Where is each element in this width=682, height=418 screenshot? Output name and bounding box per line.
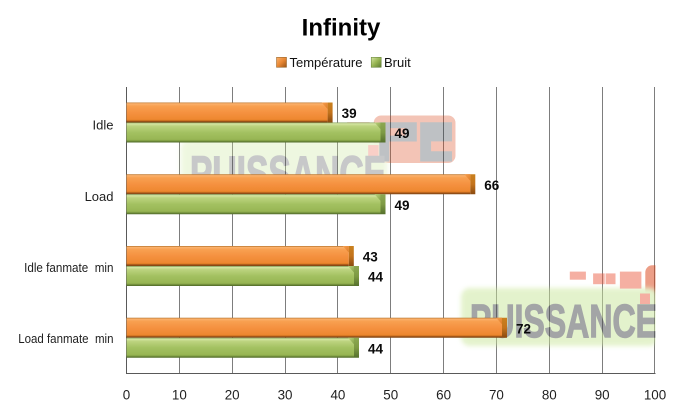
svg-text:Load: Load [85, 189, 114, 204]
svg-text:Idle fanmate min: Idle fanmate min [24, 260, 113, 275]
svg-text:49: 49 [395, 126, 410, 141]
svg-text:Température: Température [290, 55, 363, 70]
svg-text:49: 49 [395, 198, 410, 213]
svg-text:50: 50 [383, 388, 398, 403]
svg-text:40: 40 [330, 388, 345, 403]
svg-text:80: 80 [542, 388, 557, 403]
svg-text:90: 90 [595, 388, 610, 403]
svg-text:70: 70 [489, 388, 504, 403]
svg-text:44: 44 [368, 341, 384, 356]
svg-text:66: 66 [484, 178, 500, 193]
svg-text:10: 10 [172, 388, 187, 403]
svg-text:20: 20 [225, 388, 240, 403]
svg-text:Load fanmate min: Load fanmate min [18, 331, 113, 346]
svg-text:Bruit: Bruit [384, 55, 411, 70]
svg-text:43: 43 [363, 250, 379, 265]
svg-text:30: 30 [278, 388, 293, 403]
svg-text:60: 60 [436, 388, 451, 403]
svg-text:Infinity: Infinity [302, 15, 381, 42]
svg-text:44: 44 [368, 270, 384, 285]
svg-text:72: 72 [516, 321, 531, 336]
svg-text:100: 100 [644, 388, 666, 403]
svg-text:Idle: Idle [93, 117, 114, 132]
svg-text:0: 0 [123, 388, 130, 403]
svg-text:39: 39 [342, 106, 357, 121]
